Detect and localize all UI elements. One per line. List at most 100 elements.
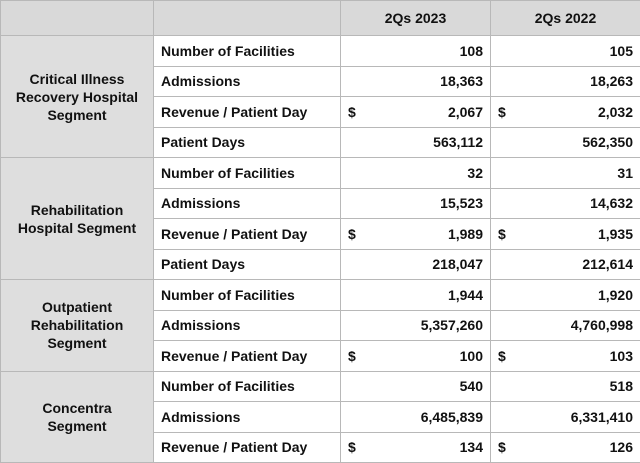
metric-label: Number of Facilities bbox=[153, 370, 341, 402]
value-cell: 31 bbox=[490, 157, 640, 189]
currency-symbol: $ bbox=[348, 439, 356, 456]
value-cell: 562,350 bbox=[490, 126, 640, 158]
value-cell: 540 bbox=[340, 370, 491, 402]
value-text: 14,632 bbox=[590, 195, 633, 212]
currency-symbol: $ bbox=[348, 103, 356, 120]
value-text: 31 bbox=[617, 164, 633, 181]
value-cell: 212,614 bbox=[490, 248, 640, 280]
value-text: 563,112 bbox=[433, 134, 483, 151]
metric-label: Revenue / Patient Day bbox=[153, 340, 341, 372]
value-cell: 6,485,839 bbox=[340, 401, 491, 433]
segment-cell: Concentra Segment bbox=[0, 370, 154, 463]
value-cell: 32 bbox=[340, 157, 491, 189]
currency-symbol: $ bbox=[498, 347, 506, 364]
value-cell: 1,920 bbox=[490, 279, 640, 311]
table-row: Revenue / Patient Day $100 $103 bbox=[1, 340, 640, 372]
value-cell: $134 bbox=[340, 431, 491, 463]
value-cell: 5,357,260 bbox=[340, 309, 491, 341]
value-cell: $126 bbox=[490, 431, 640, 463]
column-header: 2Qs 2022 bbox=[490, 0, 640, 36]
table-row: Concentra Segment Number of Facilities 540 5… bbox=[0, 370, 640, 463]
segment-label: Rehabilitation bbox=[30, 317, 124, 334]
metric-label: Number of Facilities bbox=[153, 35, 341, 67]
metric-label: Admissions bbox=[153, 187, 341, 219]
table-row: Patient Days 563,112 562,350 bbox=[1, 126, 640, 158]
value-cell: 18,263 bbox=[490, 65, 640, 97]
value-text: 4,760,998 bbox=[570, 317, 633, 334]
metric-label: Patient Days bbox=[153, 126, 341, 158]
value-cell: 18,363 bbox=[340, 65, 491, 97]
currency-value: $1,935 bbox=[498, 226, 633, 242]
metric-label: Admissions bbox=[153, 401, 341, 433]
value-text: 6,485,839 bbox=[420, 408, 483, 425]
corner-cell bbox=[153, 0, 341, 36]
table-row: Revenue / Patient Day $134 $126 bbox=[1, 431, 640, 463]
value-text: 540 bbox=[459, 378, 483, 395]
value-text: 1,944 bbox=[447, 286, 483, 303]
value-cell: 105 bbox=[490, 35, 640, 67]
value-text: 2,032 bbox=[597, 103, 633, 120]
value-text: 18,363 bbox=[440, 73, 483, 90]
table-row: Revenue / Patient Day $2,067 $2,032 bbox=[1, 96, 640, 128]
table-row: Critical Illness Recovery Hospital Segment… bbox=[0, 35, 640, 158]
column-header: 2Qs 2023 bbox=[340, 0, 491, 36]
value-cell: 14,632 bbox=[490, 187, 640, 219]
value-cell: 15,523 bbox=[340, 187, 491, 219]
metric-label: Number of Facilities bbox=[153, 157, 341, 189]
segment-label: Critical Illness bbox=[29, 70, 125, 87]
value-cell: $2,032 bbox=[490, 96, 640, 128]
table-body: Critical Illness Recovery Hospital Segment… bbox=[0, 35, 640, 463]
value-text: 32 bbox=[467, 164, 483, 181]
value-cell: 6,331,410 bbox=[490, 401, 640, 433]
value-cell: 4,760,998 bbox=[490, 309, 640, 341]
table-row: Rehabilitation Hospital Segment Number of … bbox=[0, 157, 640, 280]
value-text: 1,920 bbox=[597, 286, 633, 303]
segment-label: Segment bbox=[47, 417, 107, 434]
currency-symbol: $ bbox=[498, 103, 506, 120]
metric-label: Admissions bbox=[153, 65, 341, 97]
value-cell: 108 bbox=[340, 35, 491, 67]
value-text: 1,989 bbox=[447, 225, 483, 242]
corner-cell bbox=[0, 0, 154, 36]
value-text: 562,350 bbox=[582, 134, 633, 151]
value-text: 126 bbox=[609, 439, 633, 456]
segment-label: Recovery Hospital bbox=[15, 88, 139, 105]
table-row: Patient Days 218,047 212,614 bbox=[1, 248, 640, 280]
currency-value: $134 bbox=[348, 439, 483, 455]
segment-label: Segment bbox=[47, 106, 107, 123]
value-text: 105 bbox=[609, 42, 633, 59]
metric-label: Revenue / Patient Day bbox=[153, 96, 341, 128]
value-cell: $103 bbox=[490, 340, 640, 372]
value-text: 18,263 bbox=[590, 73, 633, 90]
currency-symbol: $ bbox=[348, 225, 356, 242]
value-text: 134 bbox=[459, 439, 483, 456]
value-cell: 1,944 bbox=[340, 279, 491, 311]
table-row: Revenue / Patient Day $1,989 $1,935 bbox=[1, 218, 640, 250]
metric-label: Admissions bbox=[153, 309, 341, 341]
value-cell: $1,935 bbox=[490, 218, 640, 250]
currency-value: $2,032 bbox=[498, 104, 633, 120]
segment-label: Concentra bbox=[42, 399, 112, 416]
value-cell: $2,067 bbox=[340, 96, 491, 128]
segment-label: Rehabilitation bbox=[30, 201, 124, 218]
currency-value: $126 bbox=[498, 439, 633, 455]
value-text: 218,047 bbox=[432, 256, 483, 273]
table-row: Outpatient Rehabilitation Segment Number of… bbox=[0, 279, 640, 372]
table-header: 2Qs 2023 2Qs 2022 bbox=[0, 0, 640, 36]
segment-cell: Critical Illness Recovery Hospital Segment bbox=[0, 35, 154, 158]
metric-label: Revenue / Patient Day bbox=[153, 218, 341, 250]
value-text: 5,357,260 bbox=[420, 317, 483, 334]
currency-value: $1,989 bbox=[348, 226, 483, 242]
segment-label: Segment bbox=[47, 335, 107, 352]
metric-label: Revenue / Patient Day bbox=[153, 431, 341, 463]
value-text: 108 bbox=[459, 42, 483, 59]
value-text: 15,523 bbox=[440, 195, 483, 212]
table-row: Admissions 6,485,839 6,331,410 bbox=[1, 401, 640, 433]
value-text: 100 bbox=[459, 347, 483, 364]
segment-label: Hospital Segment bbox=[17, 219, 137, 236]
metric-label: Number of Facilities bbox=[153, 279, 341, 311]
value-cell: $100 bbox=[340, 340, 491, 372]
value-text: 103 bbox=[609, 347, 633, 364]
